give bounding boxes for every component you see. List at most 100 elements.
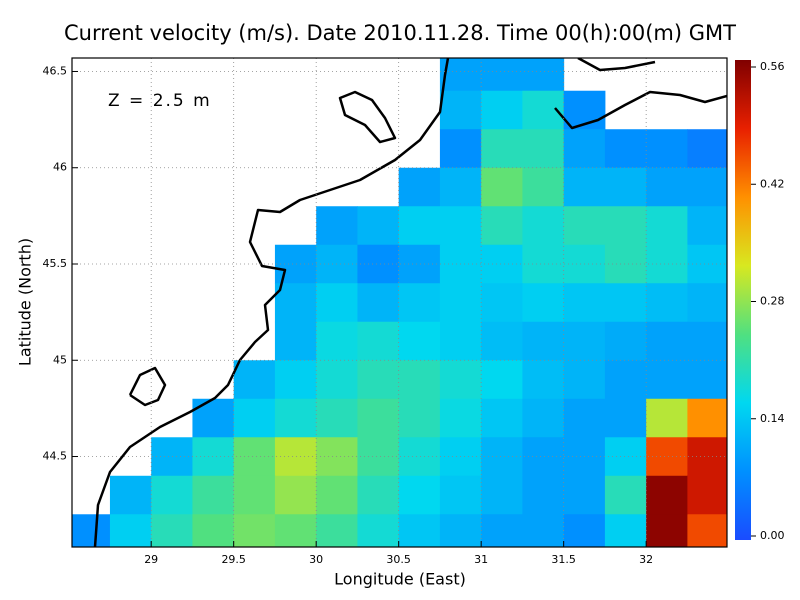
velocity-cell [646,129,688,169]
x-tick-label: 31 [474,553,488,566]
velocity-cell [439,398,482,438]
velocity-cell [274,437,317,477]
velocity-cell [604,514,647,547]
velocity-cell [646,475,688,515]
x-tick-label: 29.5 [221,553,246,566]
velocity-cell [687,321,727,361]
velocity-cell [357,206,400,246]
velocity-cell [233,514,276,547]
velocity-field [72,58,727,547]
velocity-cell [192,437,235,477]
velocity-cell [604,360,647,400]
velocity-cell [687,475,727,515]
velocity-cell [646,283,688,323]
coast-line [577,58,656,72]
velocity-cell [522,437,565,477]
velocity-cell [192,475,235,515]
velocity-cell [316,514,358,547]
colorbar-tick-label: 0.14 [760,412,785,425]
coast-line [128,366,167,407]
velocity-cell [398,206,441,246]
colorbar-tick-label: 0.00 [760,529,785,542]
velocity-cell [522,514,565,547]
velocity-cell [522,398,565,438]
velocity-cell [604,167,647,207]
velocity-cell [398,321,441,361]
velocity-cell [316,283,358,323]
velocity-cell [646,398,688,438]
velocity-cell [604,398,647,438]
velocity-cell [357,283,400,323]
velocity-cell [481,360,523,400]
axes: 29 29.5 30 30.5 31 31.5 32 44.5 45 45.5 46 46.5 [43,58,727,566]
velocity-cell [439,90,482,130]
x-tick-label: 30 [309,553,323,566]
velocity-cell [439,283,482,323]
velocity-cell [357,514,400,547]
velocity-cell [687,283,727,323]
velocity-cell [481,58,523,92]
velocity-cell [439,514,482,547]
colorbar-tick-label: 0.42 [760,177,785,190]
x-tick-label: 32 [639,553,653,566]
velocity-cell [522,475,565,515]
velocity-cell [439,360,482,400]
velocity-cell [316,360,358,400]
velocity-cell [233,398,276,438]
velocity-cell [687,514,727,547]
velocity-cell [274,321,317,361]
velocity-cell [481,475,523,515]
velocity-cell [316,321,358,361]
velocity-cell [398,514,441,547]
velocity-cell [439,475,482,515]
velocity-cell [646,514,688,547]
x-tick-label: 31.5 [551,553,576,566]
velocity-cell [274,398,317,438]
velocity-cell [522,129,565,169]
velocity-cell [563,167,606,207]
velocity-cell [274,283,317,323]
velocity-cell [646,167,688,207]
velocity-cell [687,167,727,207]
velocity-cell [233,475,276,515]
velocity-cell [398,437,441,477]
velocity-cell [481,321,523,361]
island [338,90,397,144]
velocity-cell [192,514,235,547]
colorbar-tick-label: 0.56 [760,60,785,73]
x-axis-label: Longitude (East) [334,570,466,589]
velocity-cell [357,321,400,361]
colorbar [735,60,751,540]
velocity-cell [109,475,152,515]
velocity-cell [274,514,317,547]
velocity-cell [398,244,441,284]
velocity-cell [563,514,606,547]
plot-frame [71,57,728,548]
velocity-cell [481,206,523,246]
velocity-cell [563,360,606,400]
velocity-cell [522,206,565,246]
velocity-cell [646,206,688,246]
velocity-cell [439,167,482,207]
velocity-cell [604,244,647,284]
velocity-cell [687,360,727,400]
velocity-cell [522,321,565,361]
velocity-cell [274,475,317,515]
velocity-cell [398,167,441,207]
velocity-cell [481,129,523,169]
velocity-cell [563,321,606,361]
coast-line [554,90,727,130]
velocity-cell [604,129,647,169]
velocity-cell [398,283,441,323]
velocity-cell [274,360,317,400]
velocity-cell [316,206,358,246]
velocity-cell [233,360,276,400]
velocity-cell [274,244,317,284]
velocity-cell [439,206,482,246]
velocity-cell [398,398,441,438]
colorbar-tick-label: 0.28 [760,295,785,308]
velocity-cell [233,437,276,477]
x-tick-label: 29 [144,553,158,566]
velocity-cell [563,129,606,169]
velocity-cell [604,206,647,246]
